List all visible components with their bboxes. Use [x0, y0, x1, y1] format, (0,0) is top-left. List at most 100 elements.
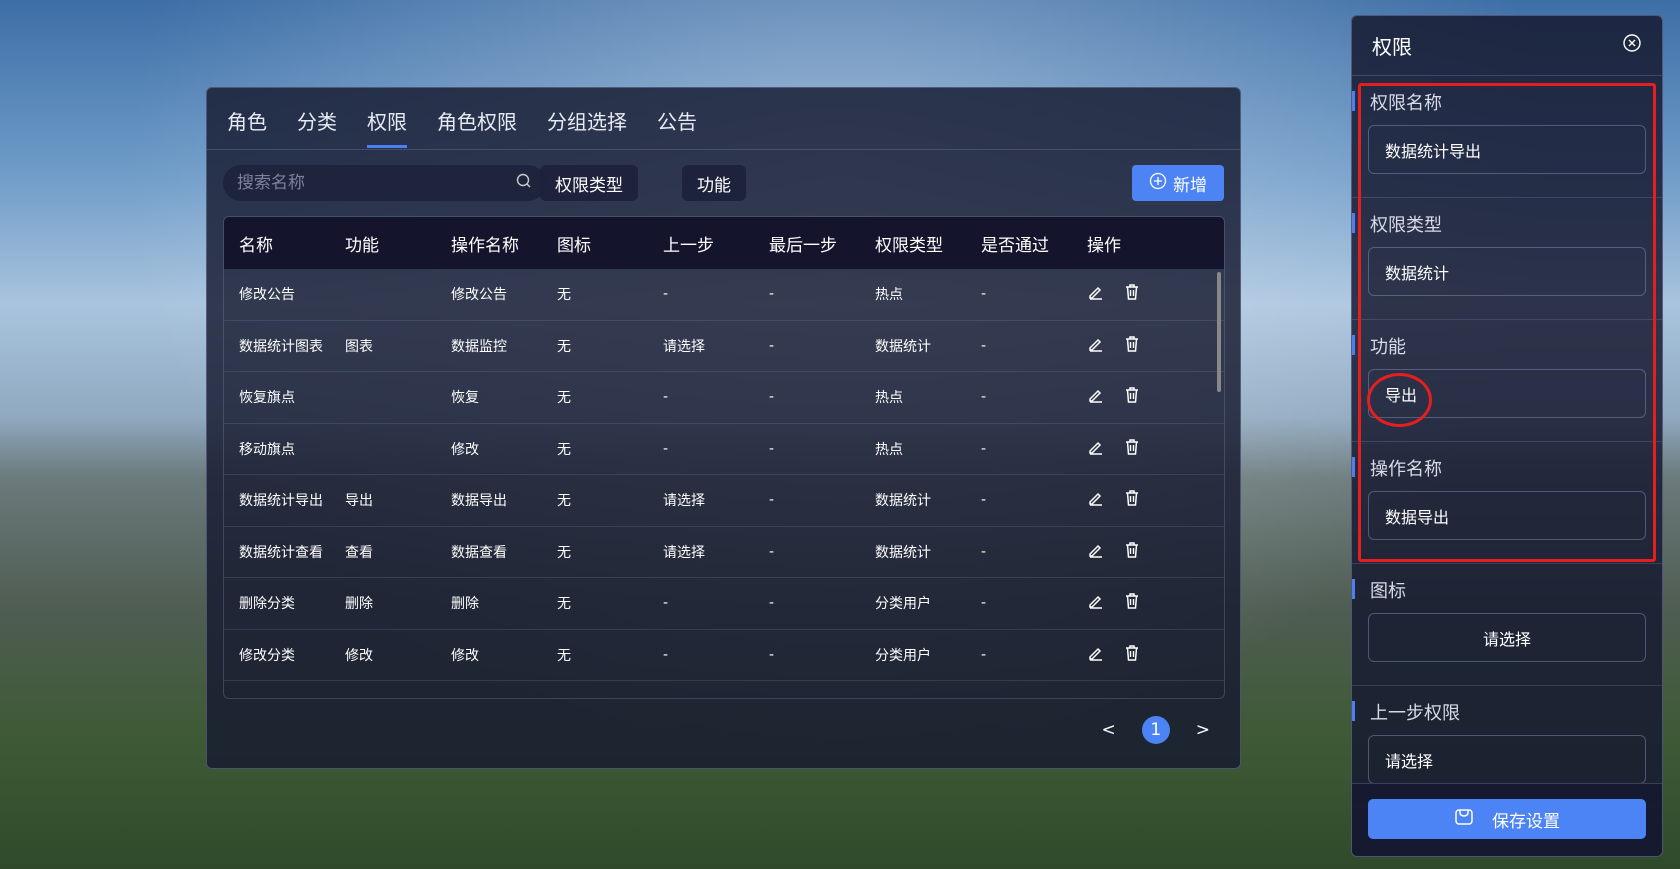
table-cell: 请选择	[663, 544, 705, 561]
edit-icon[interactable]	[1087, 489, 1105, 511]
section-marker	[1352, 701, 1355, 721]
table-cell: 无	[557, 338, 571, 355]
table-cell: 分类用户	[875, 596, 931, 613]
field-label: 图标	[1370, 581, 1406, 602]
row-actions	[1072, 541, 1141, 563]
form-section: 上一步权限 请选择	[1352, 686, 1662, 808]
table-cell: 请选择	[663, 493, 705, 510]
table-cell: 数据统计	[875, 338, 931, 355]
table-cell: -	[981, 492, 987, 509]
row-actions	[1072, 335, 1141, 357]
row-actions	[1072, 489, 1141, 511]
table-cell: -	[769, 646, 775, 663]
table-cell: -	[769, 389, 775, 406]
table-cell: 修改	[345, 647, 373, 664]
delete-icon[interactable]	[1123, 438, 1141, 460]
highlight-circle-annotation	[1367, 373, 1432, 427]
permission-management-panel: 角色 分类 权限 角色权限 分组选择 公告 权限类型 功能 新增 名称功能操作名…	[206, 87, 1241, 769]
section-marker	[1352, 213, 1355, 233]
tab-category[interactable]: 分类	[297, 110, 337, 134]
delete-icon[interactable]	[1123, 644, 1141, 666]
edit-icon[interactable]	[1087, 438, 1105, 460]
edit-icon[interactable]	[1087, 592, 1105, 614]
section-marker	[1352, 91, 1355, 111]
delete-icon[interactable]	[1123, 283, 1141, 305]
delete-icon[interactable]	[1123, 541, 1141, 563]
table-cell: 恢复	[451, 390, 479, 407]
delete-icon[interactable]	[1123, 386, 1141, 408]
tab-group-select[interactable]: 分组选择	[547, 110, 627, 134]
table-cell: 数据统计图表	[239, 338, 323, 355]
table-cell: 查看	[345, 544, 373, 561]
delete-icon[interactable]	[1123, 335, 1141, 357]
column-header: 图标	[557, 235, 591, 256]
form-section: 操作名称 数据导出	[1352, 442, 1662, 564]
field-input[interactable]: 数据统计	[1368, 247, 1646, 296]
table-cell: -	[663, 440, 669, 457]
add-button[interactable]: 新增	[1132, 165, 1224, 201]
row-actions	[1072, 283, 1141, 305]
field-label: 功能	[1370, 337, 1406, 358]
save-icon	[1454, 807, 1474, 832]
next-page-button[interactable]: >	[1195, 720, 1210, 740]
save-settings-button[interactable]: 保存设置	[1368, 799, 1646, 839]
table-cell: -	[769, 595, 775, 612]
drawer-footer: 保存设置	[1352, 783, 1662, 856]
tab-announcement[interactable]: 公告	[657, 110, 697, 134]
add-label: 新增	[1173, 175, 1207, 196]
row-actions	[1072, 644, 1141, 666]
column-header: 上一步	[663, 235, 714, 256]
tab-role-permission[interactable]: 角色权限	[437, 110, 517, 134]
page-1-button[interactable]: 1	[1141, 716, 1170, 744]
table-cell: -	[981, 337, 987, 354]
tab-permission[interactable]: 权限	[367, 106, 407, 148]
table-cell: 修改公告	[451, 287, 507, 304]
permission-type-filter[interactable]: 权限类型	[540, 165, 638, 201]
search-icon[interactable]	[516, 173, 532, 193]
edit-icon[interactable]	[1087, 335, 1105, 357]
table-cell: 数据统计导出	[239, 493, 323, 510]
field-input[interactable]: 数据导出	[1368, 491, 1646, 540]
table-cell: 无	[557, 287, 571, 304]
section-marker	[1352, 457, 1355, 477]
column-header: 最后一步	[769, 235, 837, 256]
table-cell: -	[769, 440, 775, 457]
table-scrollbar[interactable]	[1217, 272, 1221, 392]
delete-icon[interactable]	[1123, 489, 1141, 511]
drawer-header: 权限	[1352, 16, 1662, 76]
permission-edit-drawer: 权限 权限名称 数据统计导出 权限类型 数据统计 功能 导出 操作名称 数据导出 图标 请选择 上一…	[1351, 15, 1663, 857]
table-cell: 无	[557, 647, 571, 664]
search-box	[223, 165, 546, 201]
close-icon[interactable]	[1622, 33, 1642, 58]
edit-icon[interactable]	[1087, 644, 1105, 666]
table-cell: 数据导出	[451, 493, 507, 510]
column-header: 名称	[239, 235, 273, 256]
table-cell: 数据统计	[875, 493, 931, 510]
edit-icon[interactable]	[1087, 386, 1105, 408]
column-header: 操作	[1087, 235, 1121, 256]
table-cell: -	[769, 543, 775, 560]
pagination: < 1 >	[1101, 716, 1210, 744]
form-section: 图标 请选择	[1352, 564, 1662, 686]
table-cell: 修改分类	[239, 647, 295, 664]
prev-page-button[interactable]: <	[1101, 720, 1116, 740]
field-input[interactable]: 请选择	[1368, 735, 1646, 784]
field-input[interactable]: 请选择	[1368, 613, 1646, 662]
table-cell: 删除	[451, 596, 479, 613]
function-filter[interactable]: 功能	[682, 165, 746, 201]
permission-table: 名称 功能 操作名称 图标 上一步 最后一步 权限类型 是否通过 操作 修改公告 修改公告无 - - 热…	[223, 216, 1225, 699]
tab-role[interactable]: 角色	[227, 110, 267, 134]
table-cell: -	[769, 337, 775, 354]
tab-divider	[207, 149, 1240, 150]
edit-icon[interactable]	[1087, 283, 1105, 305]
table-cell: 数据统计查看	[239, 544, 323, 561]
table-cell: 请选择	[663, 338, 705, 355]
table-cell: 修改	[451, 647, 479, 664]
search-input[interactable]	[237, 173, 507, 193]
section-marker	[1352, 335, 1355, 355]
edit-icon[interactable]	[1087, 541, 1105, 563]
delete-icon[interactable]	[1123, 592, 1141, 614]
save-label: 保存设置	[1492, 811, 1560, 832]
table-cell: -	[663, 389, 669, 406]
field-input[interactable]: 数据统计导出	[1368, 125, 1646, 174]
